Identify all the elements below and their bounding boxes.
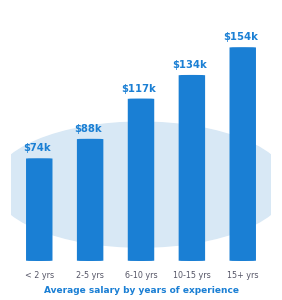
FancyBboxPatch shape [128,98,154,261]
Text: 2-5 yrs: 2-5 yrs [76,271,104,280]
Text: 6-10 yrs: 6-10 yrs [125,271,157,280]
Text: $74k: $74k [23,143,50,153]
Text: 15+ yrs: 15+ yrs [227,271,259,280]
Ellipse shape [0,122,282,247]
Text: < 2 yrs: < 2 yrs [25,271,54,280]
FancyBboxPatch shape [230,47,256,261]
Text: 10-15 yrs: 10-15 yrs [173,271,211,280]
Text: $88k: $88k [74,124,102,134]
FancyBboxPatch shape [77,139,103,261]
Text: $134k: $134k [172,60,207,70]
FancyBboxPatch shape [26,158,52,261]
FancyBboxPatch shape [179,75,205,261]
Text: $117k: $117k [121,84,156,94]
Text: Average salary by years of experience: Average salary by years of experience [43,286,239,295]
Text: $154k: $154k [223,32,258,42]
